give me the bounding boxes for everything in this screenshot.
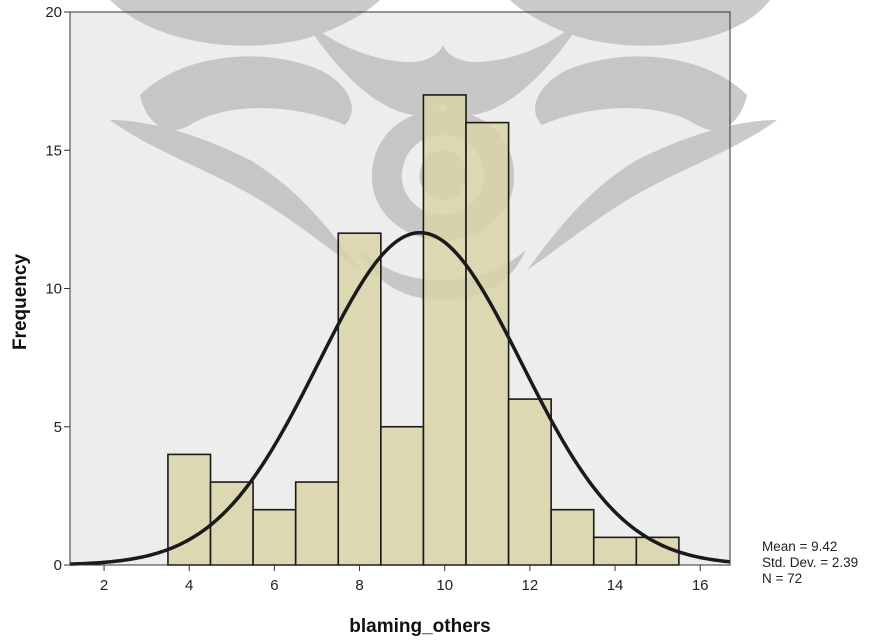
histogram-bar-5 <box>380 425 425 566</box>
x-tick-label-8: 8 <box>355 577 363 594</box>
histogram-bar-10 <box>592 536 638 566</box>
y-tick-label-20: 20 <box>45 4 62 21</box>
histogram-bar-4 <box>337 232 382 566</box>
histogram-bar-6 <box>422 94 467 566</box>
stats-std-dev: Std. Dev. = 2.39 <box>762 555 858 570</box>
x-axis-title: blaming_others <box>349 616 490 637</box>
x-tick-label-4: 4 <box>185 577 193 594</box>
histogram-bar-3 <box>294 481 340 566</box>
stats-box: Mean = 9.42 Std. Dev. = 2.39 N = 72 <box>762 539 858 586</box>
y-tick-label-10: 10 <box>45 281 62 298</box>
x-tick-label-2: 2 <box>100 577 108 594</box>
stats-n: N = 72 <box>762 571 802 586</box>
histogram-bar-8 <box>507 398 552 566</box>
x-tick-label-14: 14 <box>607 577 624 594</box>
x-tick-label-10: 10 <box>436 577 453 594</box>
y-axis: 0 5 10 15 20 <box>45 4 70 574</box>
y-tick-label-15: 15 <box>45 142 62 159</box>
x-tick-label-12: 12 <box>522 577 539 594</box>
y-tick-label-5: 5 <box>54 419 62 436</box>
histogram-bar-2 <box>252 508 297 566</box>
histogram-bar-1 <box>209 481 254 566</box>
histogram-bar-0 <box>167 453 212 566</box>
x-tick-label-16: 16 <box>692 577 709 594</box>
y-axis-title: Frequency <box>10 254 31 351</box>
x-axis: 2 4 6 8 10 12 14 16 <box>100 565 709 594</box>
histogram-bar-9 <box>550 508 595 566</box>
x-tick-label-6: 6 <box>270 577 278 594</box>
normal-distribution-curve <box>69 230 731 566</box>
histogram-bar-7 <box>465 121 510 566</box>
stats-mean: Mean = 9.42 <box>762 539 837 554</box>
y-tick-label-0: 0 <box>54 557 62 574</box>
